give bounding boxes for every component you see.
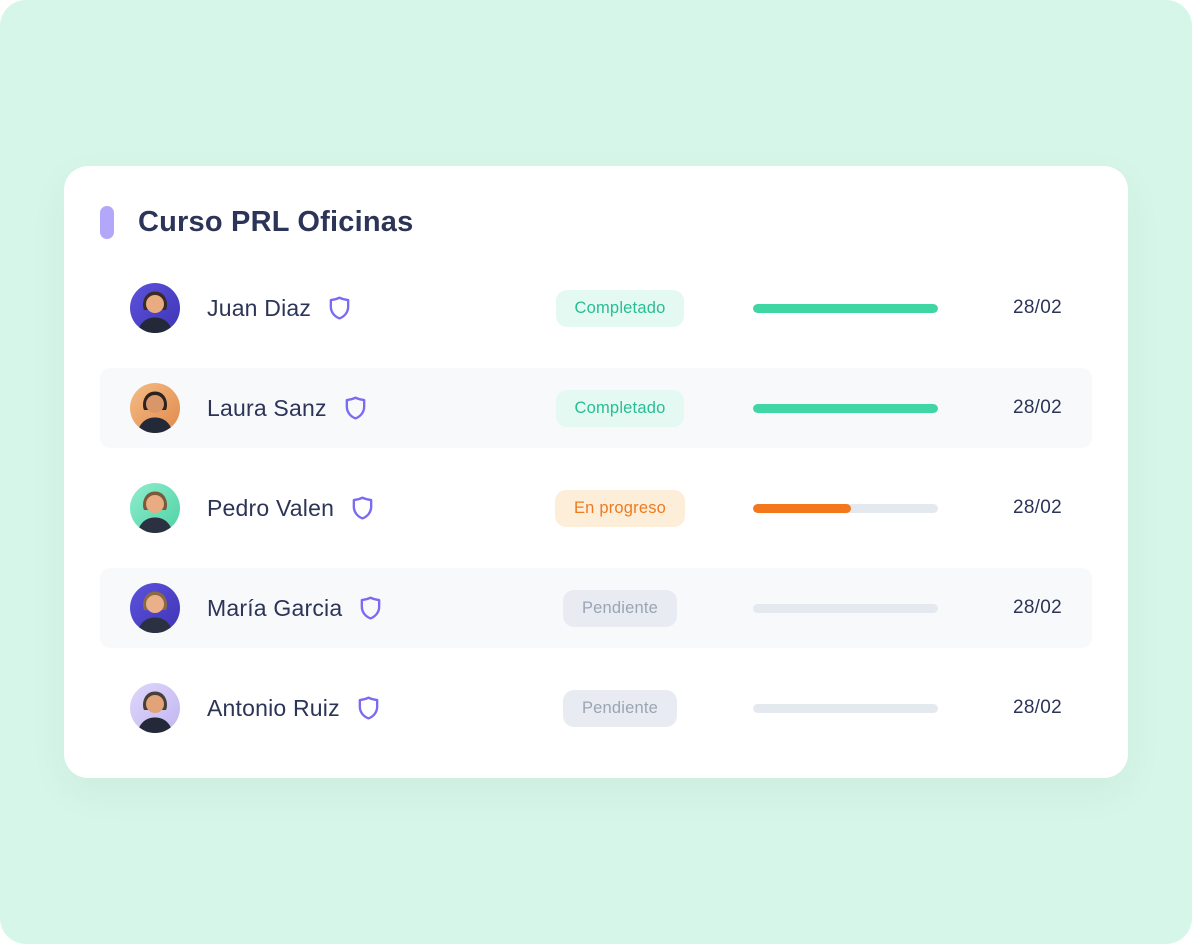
date-cell: 28/02 [938,297,1062,319]
member-name: Juan Diaz [207,294,312,321]
person-silhouette-icon [137,391,173,433]
title-accent-pill-icon [100,205,114,239]
status-badge: Pendiente [562,589,678,627]
status-badge: Completado [555,289,685,327]
avatar [130,383,180,433]
name-cell: Juan Diaz [180,294,520,322]
member-name: Laura Sanz [207,394,327,421]
shield-icon [358,696,379,720]
name-cell: María Garcia [180,594,520,622]
status-badge: En progreso [554,489,686,527]
person-silhouette-icon [137,291,173,333]
member-row[interactable]: Juan Diaz Completado 28/02 [100,268,1092,348]
progress-bar-fill [753,503,852,513]
shield-icon [345,396,365,420]
member-row[interactable]: María Garcia Pendiente 28/02 [100,568,1092,648]
status-badge: Completado [555,389,685,427]
course-title: Curso PRL Oficinas [138,205,414,238]
course-card: Curso PRL Oficinas Juan Diaz Completado [64,166,1128,778]
status-badge: Pendiente [562,689,678,727]
status-cell: Completado [520,389,720,427]
avatar [130,283,180,333]
progress-cell [720,303,938,313]
shield-icon [329,296,350,320]
member-row[interactable]: Antonio Ruiz Pendiente 28/02 [100,668,1092,748]
status-cell: Pendiente [520,689,720,727]
date-cell: 28/02 [938,397,1062,419]
progress-bar [753,303,938,313]
name-cell: Antonio Ruiz [180,694,520,722]
progress-bar [753,603,938,613]
member-row[interactable]: Pedro Valen En progreso 28/02 [100,468,1092,548]
progress-bar [753,503,938,513]
person-silhouette-icon [137,691,173,733]
date-cell: 28/02 [938,597,1062,619]
progress-bar-fill [753,303,938,313]
progress-bar [753,703,938,713]
progress-cell [720,603,938,613]
name-cell: Pedro Valen [180,494,520,522]
progress-cell [720,703,938,713]
progress-cell [720,503,938,513]
status-cell: Completado [520,289,720,327]
progress-bar-fill [753,403,938,413]
progress-bar [753,403,938,413]
member-list: Juan Diaz Completado 28/02 Laura Sanz [100,268,1092,748]
status-cell: Pendiente [520,589,720,627]
due-date: 28/02 [1012,297,1062,318]
shield-icon [360,596,381,620]
status-cell: En progreso [520,489,720,527]
due-date: 28/02 [1012,697,1062,718]
due-date: 28/02 [1012,597,1062,618]
shield-icon [352,496,373,520]
date-cell: 28/02 [938,497,1062,519]
avatar [130,583,180,633]
person-silhouette-icon [137,591,173,633]
member-name: María Garcia [207,594,343,621]
member-name: Pedro Valen [207,494,335,521]
member-row[interactable]: Laura Sanz Completado 28/02 [100,368,1092,448]
date-cell: 28/02 [938,697,1062,719]
card-header: Curso PRL Oficinas [100,200,1092,244]
avatar [130,683,180,733]
due-date: 28/02 [1012,497,1062,518]
progress-cell [720,403,938,413]
person-silhouette-icon [137,491,173,533]
member-name: Antonio Ruiz [207,694,340,721]
avatar [130,483,180,533]
due-date: 28/02 [1012,397,1062,418]
name-cell: Laura Sanz [180,394,520,422]
